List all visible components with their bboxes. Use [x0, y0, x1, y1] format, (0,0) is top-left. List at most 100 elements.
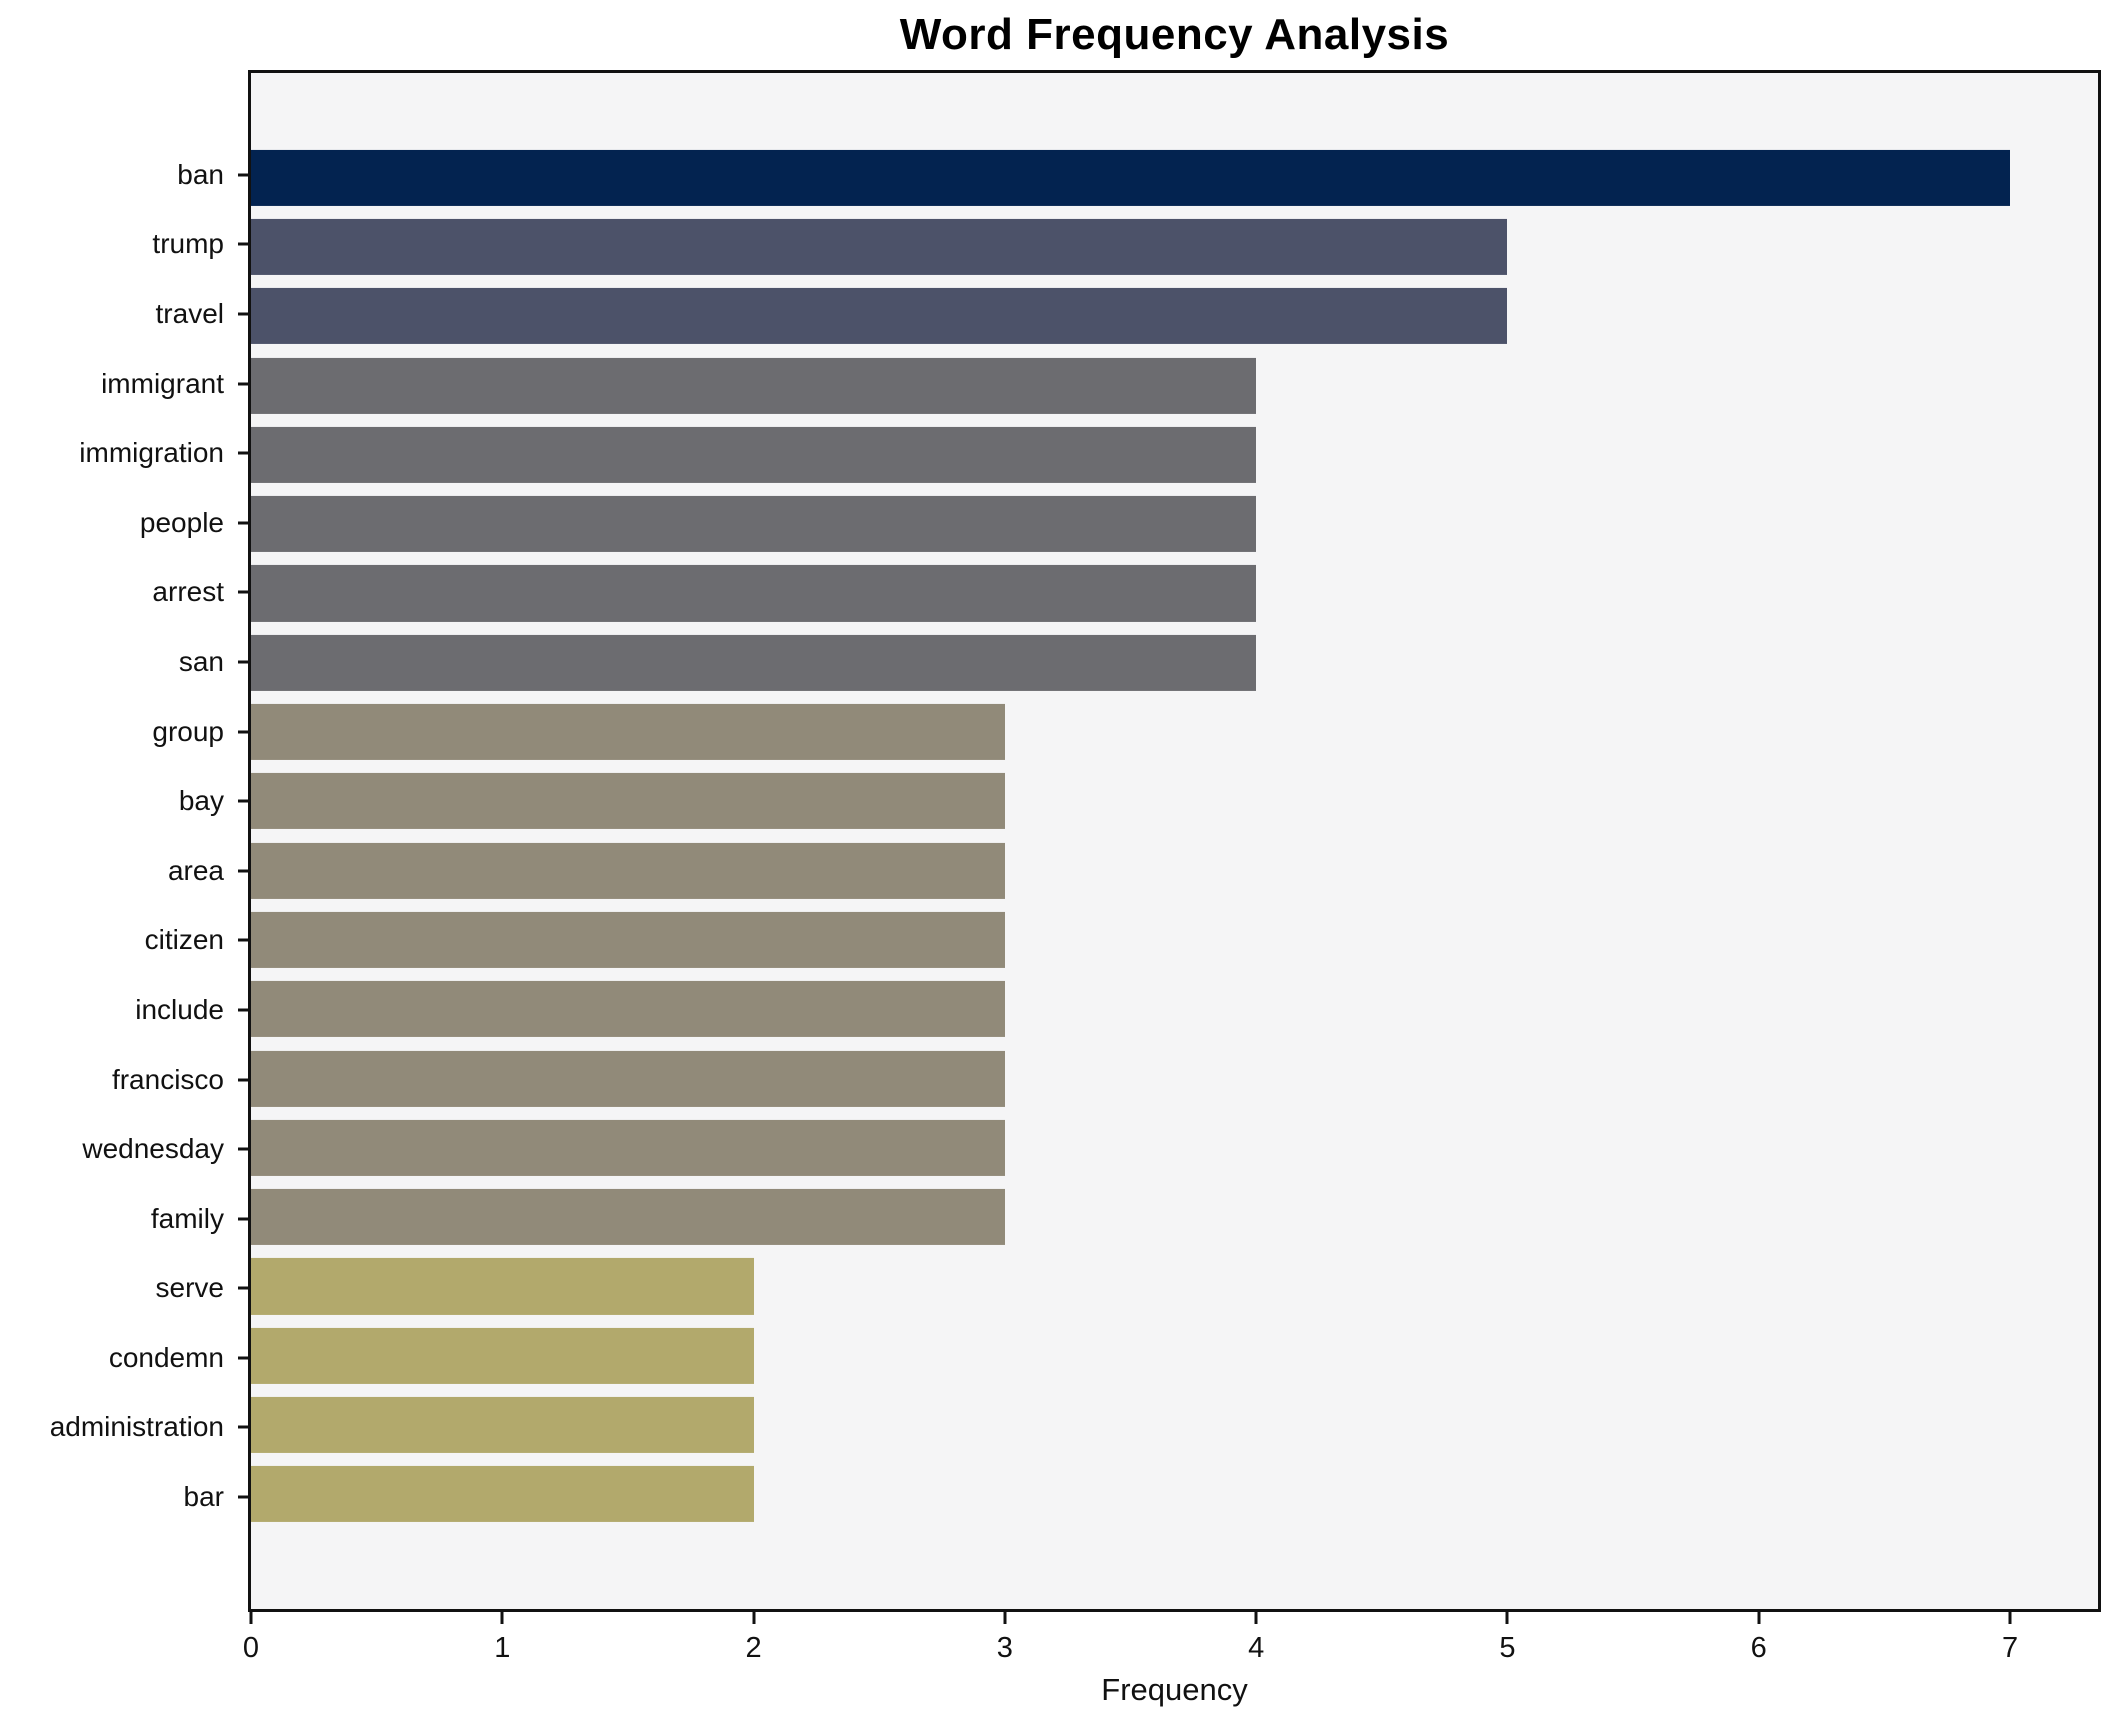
x-tick-label-3: 3 [996, 1632, 1013, 1664]
bar-row [251, 905, 2098, 974]
bar-citizen [251, 911, 1005, 968]
bar-row [251, 1113, 2098, 1182]
y-tick-mark [238, 451, 248, 455]
bar-trump [251, 218, 1508, 275]
y-tick-mark [238, 1286, 248, 1290]
bar-serve [251, 1258, 754, 1315]
x-tick-label-2: 2 [745, 1632, 762, 1664]
bar-condemn [251, 1327, 754, 1384]
category-label-citizen: citizen [144, 924, 224, 956]
bar-ban [251, 149, 2011, 206]
y-tick-mark [238, 938, 248, 942]
y-tick-labels: ban trump travel immigrant immigration people… [0, 140, 248, 1532]
x-tick-label-1: 1 [494, 1632, 511, 1664]
y-tick-mark [238, 1008, 248, 1012]
category-label-san: san [178, 645, 224, 677]
bar-row [251, 1321, 2098, 1390]
bar-row [251, 143, 2098, 212]
bar-row [251, 489, 2098, 558]
bar-row [251, 1460, 2098, 1529]
bar-immigration [251, 426, 1257, 483]
y-tick-mark [238, 382, 248, 386]
x-tick-label-7: 7 [2001, 1632, 2019, 1664]
bar-row [251, 1390, 2098, 1459]
bar-bay [251, 773, 1005, 830]
category-label-condemn: condemn [108, 1341, 224, 1373]
y-tick-mark [238, 521, 248, 525]
category-label-wednesday: wednesday [82, 1133, 224, 1165]
x-tick-label-5: 5 [1499, 1632, 1516, 1664]
bar-row [251, 767, 2098, 836]
bar-francisco [251, 1050, 1005, 1107]
category-label-immigration: immigration [79, 437, 224, 469]
y-tick-row: trump [0, 210, 248, 280]
bar-row [251, 1182, 2098, 1251]
y-tick-row: area [0, 836, 248, 906]
bar-row [251, 1044, 2098, 1113]
y-tick-mark [238, 312, 248, 316]
y-tick-mark [238, 799, 248, 803]
category-label-area: area [167, 854, 224, 886]
y-tick-mark [238, 660, 248, 664]
y-tick-row: include [0, 975, 248, 1045]
y-tick-mark [238, 1425, 248, 1429]
y-axis: ban trump travel immigrant immigration people… [0, 70, 248, 1612]
y-tick-row: arrest [0, 558, 248, 628]
y-tick-mark [238, 1217, 248, 1221]
y-tick-row: immigrant [0, 349, 248, 419]
category-label-family: family [150, 1202, 224, 1234]
y-tick-row: francisco [0, 1045, 248, 1115]
y-tick-row: condemn [0, 1323, 248, 1393]
bar-row [251, 975, 2098, 1044]
y-tick-mark [238, 730, 248, 734]
chart-title: Word Frequency Analysis [899, 10, 1450, 59]
bar-row [251, 836, 2098, 905]
bar-people [251, 496, 1257, 553]
bar-area [251, 842, 1005, 899]
y-tick-row: bar [0, 1462, 248, 1532]
bar-travel [251, 288, 1508, 345]
bar-include [251, 981, 1005, 1038]
category-label-bay: bay [178, 785, 224, 817]
y-tick-row: bay [0, 766, 248, 836]
bars-container [251, 143, 2098, 1529]
category-label-bar: bar [183, 1481, 224, 1513]
bar-group [251, 703, 1005, 761]
x-tick-mark [1757, 1612, 1761, 1624]
category-label-administration: administration [49, 1411, 224, 1443]
x-tick-mark [752, 1612, 756, 1624]
y-tick-row: san [0, 627, 248, 697]
y-tick-row: immigration [0, 418, 248, 488]
x-tick-mark [500, 1612, 504, 1624]
category-label-people: people [139, 506, 224, 538]
x-tick-mark [249, 1612, 253, 1624]
bar-family [251, 1189, 1005, 1246]
category-label-serve: serve [155, 1272, 224, 1304]
bar-row [251, 351, 2098, 420]
y-tick-mark [238, 242, 248, 246]
y-tick-mark [238, 590, 248, 594]
category-label-immigrant: immigrant [101, 367, 224, 399]
x-axis: 0 1 2 3 4 5 6 7 [243, 1612, 2098, 1702]
y-tick-mark [238, 173, 248, 177]
y-tick-row: family [0, 1184, 248, 1254]
y-tick-row: wednesday [0, 1114, 248, 1184]
x-tick-mark [1254, 1612, 1258, 1624]
bar-row [251, 282, 2098, 351]
bar-bar [251, 1466, 754, 1523]
category-label-trump: trump [152, 228, 224, 260]
y-tick-row: group [0, 697, 248, 767]
bar-row [251, 420, 2098, 489]
y-tick-row: citizen [0, 906, 248, 976]
category-label-travel: travel [155, 297, 224, 329]
y-tick-row: people [0, 488, 248, 558]
y-tick-row: travel [0, 279, 248, 349]
bar-row [251, 212, 2098, 281]
plot-area [248, 70, 2101, 1612]
bar-row [251, 1252, 2098, 1321]
x-tick-label-0: 0 [242, 1632, 260, 1664]
x-tick-mark [2008, 1612, 2012, 1624]
y-tick-mark [238, 1078, 248, 1082]
y-tick-row: administration [0, 1393, 248, 1463]
